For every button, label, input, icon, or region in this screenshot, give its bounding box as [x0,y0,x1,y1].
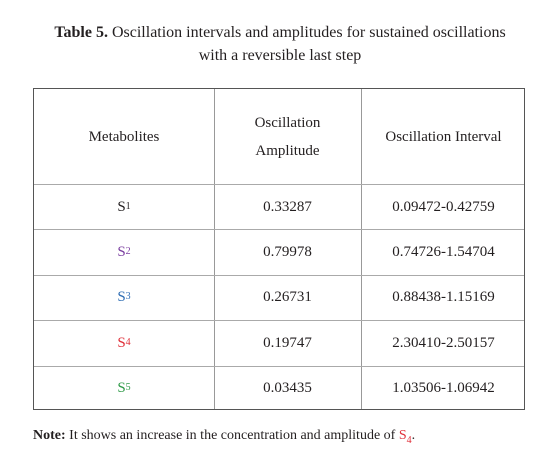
column-divider [214,89,215,409]
note-symbol: S4 [398,428,412,446]
interval-cell: 2.30410-2.50157 [392,334,495,351]
symbol: S [117,289,126,306]
header-text: Oscillation [254,114,321,131]
amplitude-cell: 0.03435 [263,380,312,397]
subscript: 2 [125,246,131,258]
interval-cell: 1.03506-1.06942 [392,380,495,397]
column-divider [361,89,362,409]
note: Note: It shows an increase in the concen… [33,428,416,446]
subscript: 4 [125,336,131,348]
row-divider [34,320,524,322]
interval-cell: 0.74726-1.54704 [392,244,495,261]
row-divider [34,184,524,185]
caption-line: Table 5. Oscillation intervals and ampli… [0,24,560,42]
symbol: S [398,428,407,443]
header-cell: Oscillation Amplitude [214,89,361,184]
subscript: 4 [406,434,412,446]
subscript: 3 [125,291,131,303]
caption-text: Oscillation intervals and amplitudes for… [111,24,506,41]
subscript: 1 [125,200,131,212]
note-label: Note: [33,428,66,443]
interval-cell: 0.09472-0.42759 [392,198,495,215]
amplitude-cell: 0.19747 [263,334,312,351]
header-text: Amplitude [255,142,320,159]
symbol: S [117,244,126,261]
symbol: S [117,334,126,351]
amplitude-cell: 0.26731 [263,289,312,306]
row-divider [34,365,524,367]
subscript: 5 [125,382,131,394]
symbol: S [117,198,126,215]
amplitude-cell: 0.79978 [263,244,312,261]
row-divider [34,229,524,231]
table: Metabolites Oscillation Amplitude Oscilla… [33,88,525,410]
symbol: S [117,380,126,397]
amplitude-cell: 0.33287 [263,198,312,215]
note-text: It shows an increase in the concentratio… [69,428,396,443]
header-cell: Oscillation Interval [385,128,502,145]
caption-label: Table 5. [54,24,108,41]
interval-cell: 0.88438-1.15169 [392,289,495,306]
caption-text: with a reversible last step [198,47,362,64]
header-cell: Metabolites [88,128,160,145]
row-divider [34,274,524,276]
